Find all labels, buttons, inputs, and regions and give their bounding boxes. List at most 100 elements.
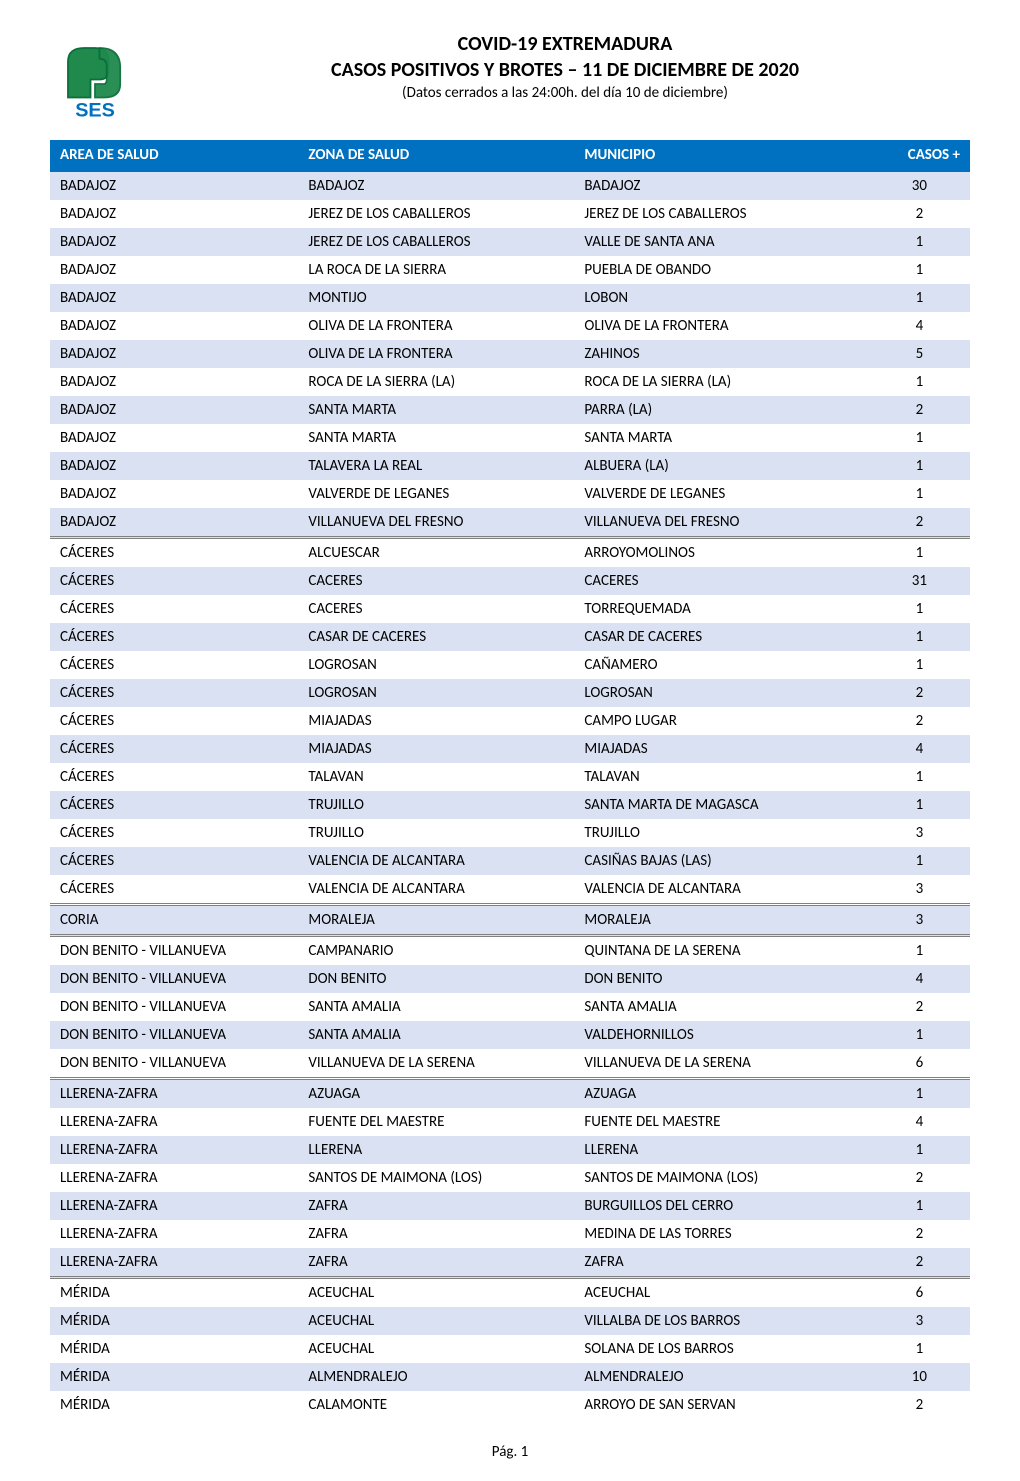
table-row: CÁCERESVALENCIA DE ALCANTARAVALENCIA DE …: [50, 875, 970, 905]
cell-muni: MORALEJA: [574, 905, 868, 936]
table-row: BADAJOZROCA DE LA SIERRA (LA)ROCA DE LA …: [50, 368, 970, 396]
cell-casos: 3: [869, 819, 970, 847]
cell-casos: 2: [869, 993, 970, 1021]
cell-muni: PUEBLA DE OBANDO: [574, 256, 868, 284]
cell-casos: 5: [869, 340, 970, 368]
cell-area: BADAJOZ: [50, 200, 298, 228]
table-header-row: AREA DE SALUD ZONA DE SALUD MUNICIPIO CA…: [50, 140, 970, 171]
cell-zona: LLERENA: [298, 1136, 574, 1164]
cell-muni: PARRA (LA): [574, 396, 868, 424]
cell-muni: SOLANA DE LOS BARROS: [574, 1335, 868, 1363]
cell-zona: VALENCIA DE ALCANTARA: [298, 875, 574, 905]
cell-area: LLERENA-ZAFRA: [50, 1136, 298, 1164]
cell-muni: OLIVA DE LA FRONTERA: [574, 312, 868, 340]
cell-muni: ZAFRA: [574, 1248, 868, 1278]
cell-casos: 2: [869, 679, 970, 707]
cell-casos: 1: [869, 791, 970, 819]
cell-casos: 1: [869, 228, 970, 256]
cell-area: BADAJOZ: [50, 312, 298, 340]
table-row: MÉRIDAACEUCHALVILLALBA DE LOS BARROS3: [50, 1307, 970, 1335]
cell-area: CÁCERES: [50, 538, 298, 568]
cell-area: DON BENITO - VILLANUEVA: [50, 993, 298, 1021]
table-row: DON BENITO - VILLANUEVACAMPANARIOQUINTAN…: [50, 936, 970, 966]
cell-area: LLERENA-ZAFRA: [50, 1220, 298, 1248]
page-header: SES COVID-19 EXTREMADURA CASOS POSITIVOS…: [50, 30, 970, 120]
cell-muni: QUINTANA DE LA SERENA: [574, 936, 868, 966]
cell-zona: ACEUCHAL: [298, 1307, 574, 1335]
cell-area: BADAJOZ: [50, 508, 298, 538]
cell-zona: CASAR DE CACERES: [298, 623, 574, 651]
cell-zona: CALAMONTE: [298, 1391, 574, 1419]
cell-muni: BADAJOZ: [574, 171, 868, 200]
cell-casos: 2: [869, 396, 970, 424]
cell-casos: 31: [869, 567, 970, 595]
cell-area: CÁCERES: [50, 763, 298, 791]
table-row: BADAJOZJEREZ DE LOS CABALLEROSJEREZ DE L…: [50, 200, 970, 228]
cell-casos: 2: [869, 1391, 970, 1419]
cell-area: BADAJOZ: [50, 171, 298, 200]
cell-zona: ZAFRA: [298, 1192, 574, 1220]
cell-zona: ROCA DE LA SIERRA (LA): [298, 368, 574, 396]
page-number: Pág. 1: [492, 1443, 528, 1461]
cell-zona: OLIVA DE LA FRONTERA: [298, 340, 574, 368]
title-note: (Datos cerrados a las 24:00h. del día 10…: [160, 84, 970, 102]
cell-zona: ALMENDRALEJO: [298, 1363, 574, 1391]
cell-zona: VALVERDE DE LEGANES: [298, 480, 574, 508]
logo-text: SES: [75, 99, 115, 120]
cell-muni: LOGROSAN: [574, 679, 868, 707]
table-row: CÁCERESVALENCIA DE ALCANTARACASIÑAS BAJA…: [50, 847, 970, 875]
title-main: COVID-19 EXTREMADURA: [160, 32, 970, 56]
cell-area: BADAJOZ: [50, 396, 298, 424]
cell-zona: ALCUESCAR: [298, 538, 574, 568]
cell-zona: SANTA AMALIA: [298, 1021, 574, 1049]
cell-area: LLERENA-ZAFRA: [50, 1079, 298, 1109]
cell-zona: TRUJILLO: [298, 819, 574, 847]
cell-area: CÁCERES: [50, 651, 298, 679]
cell-area: MÉRIDA: [50, 1391, 298, 1419]
table-row: LLERENA-ZAFRASANTOS DE MAIMONA (LOS)SANT…: [50, 1164, 970, 1192]
cell-muni: SANTA MARTA: [574, 424, 868, 452]
cell-casos: 3: [869, 905, 970, 936]
cases-table: AREA DE SALUD ZONA DE SALUD MUNICIPIO CA…: [50, 140, 970, 1419]
cell-area: CORIA: [50, 905, 298, 936]
cell-area: LLERENA-ZAFRA: [50, 1164, 298, 1192]
cell-zona: FUENTE DEL MAESTRE: [298, 1108, 574, 1136]
cell-casos: 10: [869, 1363, 970, 1391]
cell-area: BADAJOZ: [50, 368, 298, 396]
cell-casos: 1: [869, 284, 970, 312]
cell-zona: LOGROSAN: [298, 651, 574, 679]
cell-zona: VILLANUEVA DE LA SERENA: [298, 1049, 574, 1079]
table-row: MÉRIDAACEUCHALSOLANA DE LOS BARROS1: [50, 1335, 970, 1363]
table-row: CÁCERESCACERESTORREQUEMADA1: [50, 595, 970, 623]
cell-zona: VILLANUEVA DEL FRESNO: [298, 508, 574, 538]
cell-zona: CACERES: [298, 567, 574, 595]
table-row: BADAJOZVILLANUEVA DEL FRESNOVILLANUEVA D…: [50, 508, 970, 538]
cell-zona: ACEUCHAL: [298, 1335, 574, 1363]
cell-muni: FUENTE DEL MAESTRE: [574, 1108, 868, 1136]
cell-muni: ZAHINOS: [574, 340, 868, 368]
table-row: DON BENITO - VILLANUEVAVILLANUEVA DE LA …: [50, 1049, 970, 1079]
cell-muni: CASIÑAS BAJAS (LAS): [574, 847, 868, 875]
cell-zona: DON BENITO: [298, 965, 574, 993]
cell-area: MÉRIDA: [50, 1307, 298, 1335]
cell-muni: ALBUERA (LA): [574, 452, 868, 480]
cell-muni: AZUAGA: [574, 1079, 868, 1109]
cell-casos: 6: [869, 1049, 970, 1079]
cell-area: CÁCERES: [50, 679, 298, 707]
cell-casos: 1: [869, 538, 970, 568]
cell-muni: ARROYOMOLINOS: [574, 538, 868, 568]
col-header-zona: ZONA DE SALUD: [298, 140, 574, 171]
cell-area: BADAJOZ: [50, 340, 298, 368]
cell-casos: 1: [869, 1079, 970, 1109]
table-row: DON BENITO - VILLANUEVASANTA AMALIAVALDE…: [50, 1021, 970, 1049]
cell-casos: 4: [869, 965, 970, 993]
cell-casos: 1: [869, 595, 970, 623]
cell-casos: 4: [869, 735, 970, 763]
col-header-muni: MUNICIPIO: [574, 140, 868, 171]
cell-area: LLERENA-ZAFRA: [50, 1192, 298, 1220]
cell-casos: 1: [869, 1021, 970, 1049]
table-row: CÁCERESLOGROSANCAÑAMERO1: [50, 651, 970, 679]
cell-casos: 2: [869, 1164, 970, 1192]
col-header-casos: CASOS +: [869, 140, 970, 171]
table-row: DON BENITO - VILLANUEVADON BENITODON BEN…: [50, 965, 970, 993]
